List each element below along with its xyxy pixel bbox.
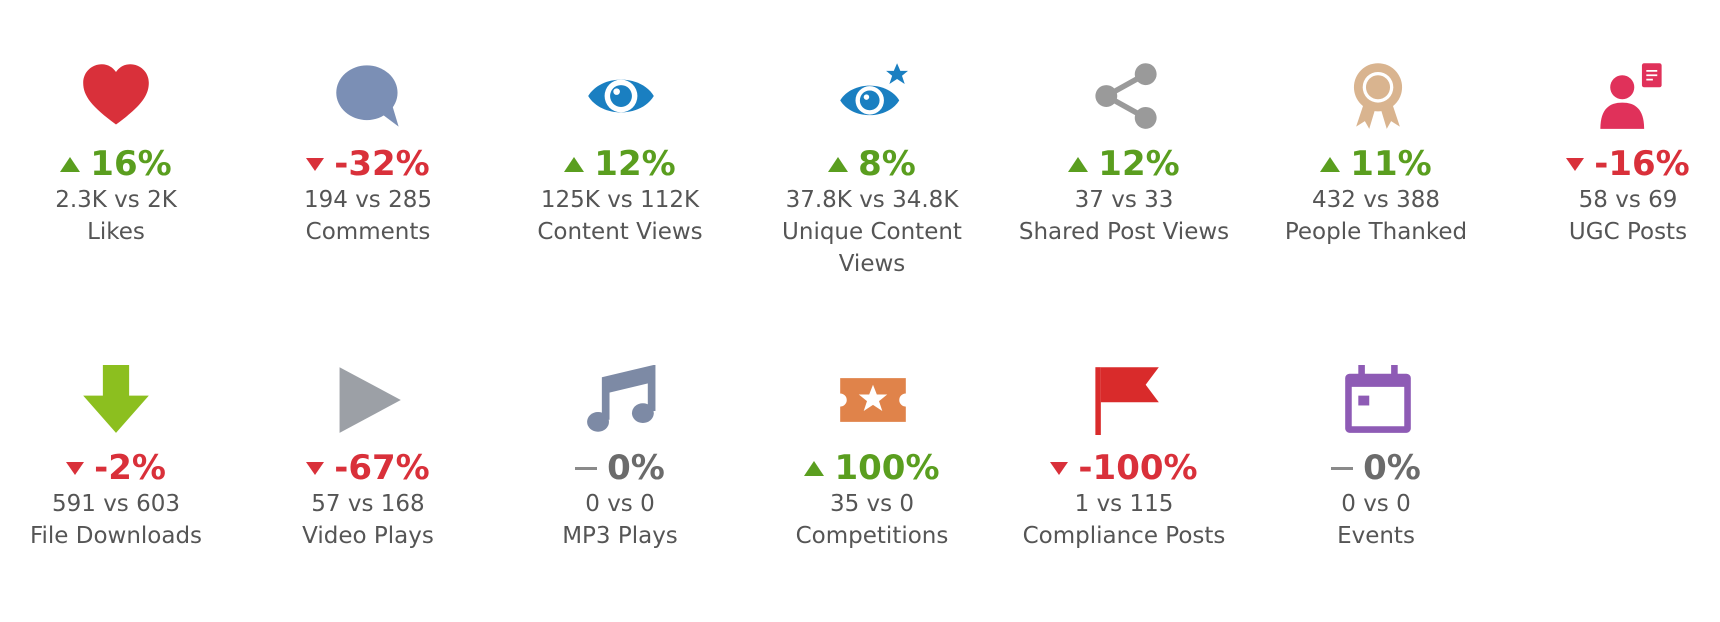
comparison: 1 vs 115: [1074, 491, 1174, 517]
trend-indicator: [1331, 466, 1354, 470]
change-value: 100%: [834, 448, 940, 488]
change-row: 8%: [782, 144, 962, 184]
change-value: 11%: [1350, 144, 1432, 184]
metric-label: Video Plays: [302, 523, 434, 549]
play-icon: [339, 367, 401, 433]
ticket-icon: [840, 378, 906, 422]
comparison: 37.8K vs 34.8K: [785, 187, 959, 213]
trend-indicator: [306, 157, 325, 171]
metric-label: Unique Content Views: [782, 219, 962, 277]
heart-icon: [83, 64, 149, 125]
metric-card: 12% 37 vs 33 Shared Post Views: [1019, 64, 1229, 280]
metric-card: -32% 194 vs 285 Comments: [278, 64, 458, 280]
metric-card: -100% 1 vs 115 Compliance Posts: [1023, 368, 1226, 584]
trend-indicator: [828, 156, 849, 172]
trend-indicator: [1068, 156, 1089, 172]
trend-indicator: [564, 156, 585, 172]
metric-card: 8% 37.8K vs 34.8K Unique Content Views: [782, 64, 962, 280]
trend-indicator: [1566, 157, 1585, 171]
metric-label: Likes: [87, 219, 145, 245]
metric-card: -67% 57 vs 168 Video Plays: [278, 368, 458, 584]
change-row: 0%: [530, 448, 710, 488]
comparison: 591 vs 603: [51, 491, 181, 517]
metrics-grid: 16% 2.3K vs 2K Likes -32% 194 vs 285 Comments…: [26, 64, 1718, 584]
metric-card: 100% 35 vs 0 Competitions: [782, 368, 962, 584]
change-value: 0%: [607, 448, 665, 488]
change-value: 0%: [1363, 448, 1421, 488]
metric-label: Competitions: [795, 523, 949, 549]
change-row: 16%: [26, 144, 206, 184]
comparison: 35 vs 0: [829, 491, 915, 517]
metric-label: Events: [1337, 523, 1415, 549]
comparison: 37 vs 33: [1074, 187, 1174, 213]
trend-indicator: [804, 460, 825, 476]
change-value: -16%: [1594, 144, 1690, 184]
change-row: -2%: [26, 448, 206, 488]
change-row: 12%: [1034, 144, 1214, 184]
metric-card: 11% 432 vs 388 People Thanked: [1285, 64, 1467, 280]
change-value: -2%: [94, 448, 166, 488]
eye-icon: [588, 79, 654, 113]
trend-indicator: [60, 156, 81, 172]
metric-label: Compliance Posts: [1022, 523, 1226, 549]
comparison: 0 vs 0: [1341, 491, 1411, 517]
metric-card: 0% 0 vs 0 MP3 Plays: [530, 368, 710, 584]
metric-card: 12% 125K vs 112K Content Views: [530, 64, 710, 280]
comparison: 57 vs 168: [311, 491, 425, 517]
change-value: 16%: [90, 144, 172, 184]
change-value: -32%: [334, 144, 430, 184]
change-row: -16%: [1538, 144, 1718, 184]
comparison: 194 vs 285: [303, 187, 433, 213]
change-row: 12%: [530, 144, 710, 184]
metric-card: 0% 0 vs 0 Events: [1286, 368, 1466, 584]
metric-label: Shared Post Views: [1018, 219, 1230, 245]
award-icon: [1353, 63, 1403, 129]
metric-label: People Thanked: [1284, 219, 1468, 245]
music-icon: [587, 365, 656, 432]
metric-label: Content Views: [537, 219, 703, 245]
metric-card: -16% 58 vs 69 UGC Posts: [1538, 64, 1718, 280]
unique-eye-icon: [840, 63, 908, 116]
change-value: 12%: [594, 144, 676, 184]
change-value: 8%: [858, 144, 916, 184]
comment-icon: [336, 65, 399, 127]
change-row: -100%: [1034, 448, 1214, 488]
metric-label: File Downloads: [29, 523, 203, 549]
metric-label: UGC Posts: [1568, 219, 1688, 245]
metric-label: MP3 Plays: [562, 523, 678, 549]
change-row: 11%: [1286, 144, 1466, 184]
calendar-icon: [1345, 365, 1411, 433]
change-row: 0%: [1286, 448, 1466, 488]
share-icon: [1095, 63, 1157, 129]
trend-indicator: [66, 461, 85, 475]
comparison: 432 vs 388: [1311, 187, 1441, 213]
trend-indicator: [1050, 461, 1069, 475]
change-row: -67%: [278, 448, 458, 488]
trend-indicator: [306, 461, 325, 475]
change-value: -67%: [334, 448, 430, 488]
trend-indicator: [1320, 156, 1341, 172]
trend-indicator: [575, 466, 598, 470]
comparison: 125K vs 112K: [540, 187, 700, 213]
metric-label: Comments: [305, 219, 431, 245]
metric-card: 16% 2.3K vs 2K Likes: [26, 64, 206, 280]
change-value: -100%: [1078, 448, 1198, 488]
flag-icon: [1095, 367, 1159, 435]
change-row: 100%: [782, 448, 962, 488]
download-icon: [83, 365, 149, 433]
comparison: 0 vs 0: [585, 491, 655, 517]
comparison: 2.3K vs 2K: [55, 187, 177, 213]
change-value: 12%: [1098, 144, 1180, 184]
metric-card: -2% 591 vs 603 File Downloads: [26, 368, 206, 584]
change-row: -32%: [278, 144, 458, 184]
ugc-icon: [1600, 63, 1662, 129]
comparison: 58 vs 69: [1578, 187, 1678, 213]
